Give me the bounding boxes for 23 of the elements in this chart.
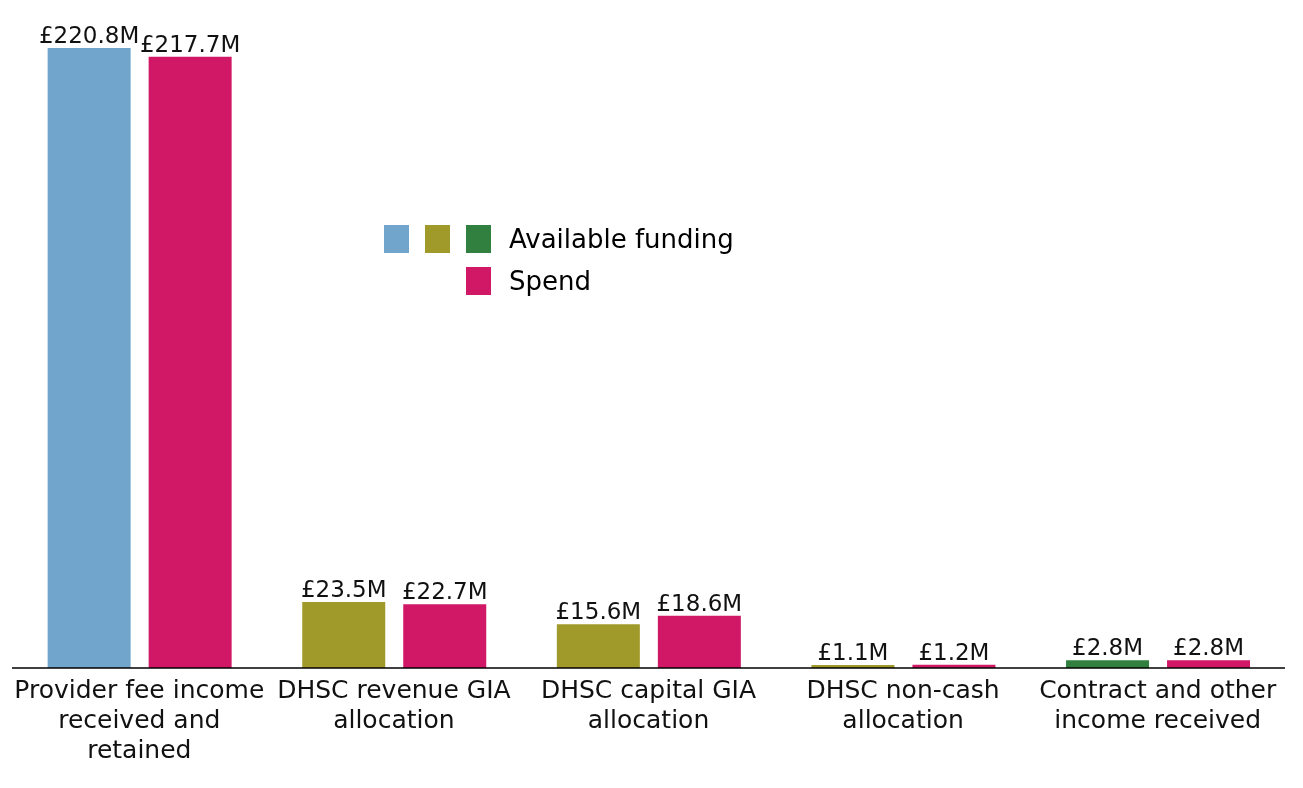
x-tick-label: DHSC non-cash allocation xyxy=(806,675,1000,734)
legend-label: Available funding xyxy=(509,224,735,254)
data-label: £1.2M xyxy=(918,638,990,665)
data-label: £220.8M xyxy=(38,22,140,48)
data-label: £15.6M xyxy=(555,598,642,625)
data-label: £2.8M xyxy=(1072,634,1144,661)
x-tick-label: DHSC revenue GIA allocation xyxy=(277,675,511,734)
x-tick-label: DHSC capital GIA allocation xyxy=(540,675,757,734)
data-label: £2.8M xyxy=(1173,634,1245,661)
data-label: £1.1M xyxy=(817,638,889,665)
x-tick-label: Provider fee income received and retained xyxy=(14,675,265,764)
legend-label: Spend xyxy=(509,266,592,296)
bar xyxy=(556,624,640,668)
bar xyxy=(302,602,386,668)
bar xyxy=(47,48,131,668)
bar xyxy=(403,604,487,668)
data-label: £23.5M xyxy=(300,576,387,603)
x-tick-label: Contract and other income received xyxy=(1039,675,1277,734)
data-label: £217.7M xyxy=(139,30,241,57)
bar xyxy=(148,56,232,668)
data-label: £22.7M xyxy=(401,578,488,605)
data-label: £18.6M xyxy=(656,589,743,616)
bar xyxy=(657,615,741,668)
